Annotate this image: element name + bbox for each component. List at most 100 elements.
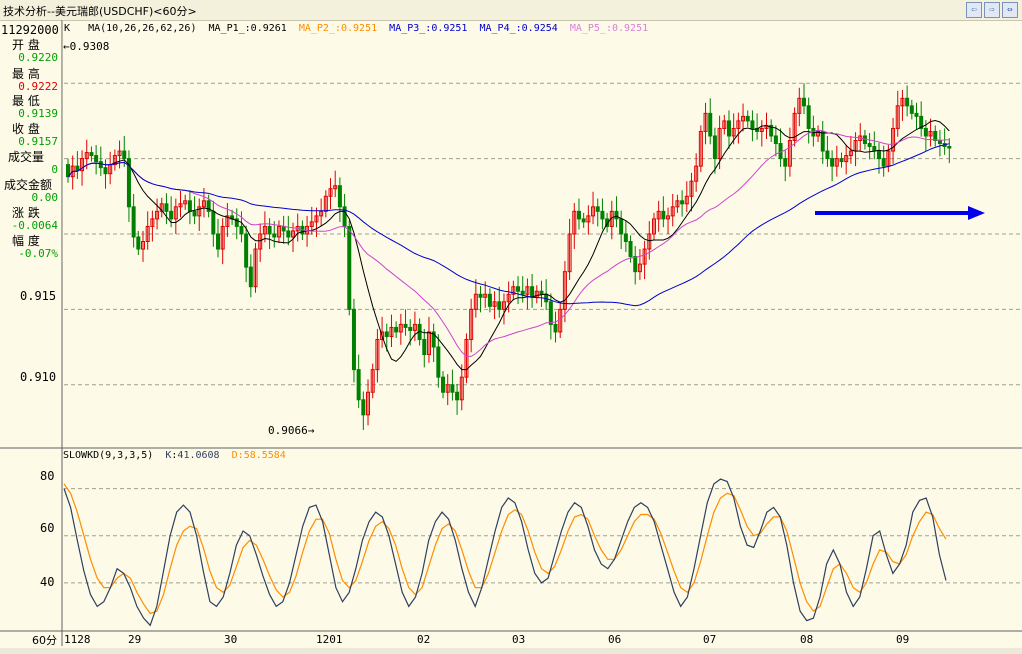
candle-body-46 xyxy=(281,225,286,232)
candle-body-24 xyxy=(178,203,183,208)
kd-d-value: 58.5584 xyxy=(243,450,286,461)
candle-body-77 xyxy=(426,331,431,356)
candle-body-7 xyxy=(98,161,103,169)
status-bar xyxy=(0,648,1022,654)
candle-body-165 xyxy=(839,158,844,163)
candle-body-34 xyxy=(225,215,230,227)
candle-body-139 xyxy=(717,127,722,160)
candle-body-99 xyxy=(530,286,535,298)
candle-body-145 xyxy=(745,115,750,122)
candle-body-8 xyxy=(103,167,108,175)
candle-body-88 xyxy=(478,293,483,298)
candle-body-11 xyxy=(117,150,122,157)
y-tick-0910: 0.910 xyxy=(20,370,57,384)
arrow-head xyxy=(968,206,985,220)
candle-body-114 xyxy=(600,210,605,220)
candle-body-85 xyxy=(464,338,469,378)
x-label-09: 09 xyxy=(896,633,910,646)
candle-body-156 xyxy=(797,97,802,114)
candle-body-44 xyxy=(272,233,277,238)
x-label-08: 08 xyxy=(800,633,814,646)
volume-value: 0 xyxy=(51,163,58,176)
candle-body-157 xyxy=(801,97,806,107)
candle-body-96 xyxy=(516,286,521,292)
low-value: 0.9139 xyxy=(18,107,58,120)
candle-body-58 xyxy=(337,185,342,208)
candle-body-134 xyxy=(694,165,699,182)
candle-body-53 xyxy=(314,215,319,223)
candle-body-123 xyxy=(642,248,647,265)
candle-body-40 xyxy=(253,248,258,288)
candle-body-86 xyxy=(469,308,474,340)
quote-sidebar: 开 盘 0.9220 最 高 0.9222 最 低 0.9139 收 盘 0.9… xyxy=(0,20,63,262)
candle-body-133 xyxy=(689,180,694,197)
ma-p5-name: MA_P5_ xyxy=(569,23,606,34)
candle-body-150 xyxy=(769,124,774,137)
candle-body-68 xyxy=(384,331,389,337)
candle-body-117 xyxy=(614,210,619,220)
back-icon[interactable]: ⇦ xyxy=(966,2,982,18)
kd-tick-40: 40 xyxy=(40,575,55,589)
candle-body-163 xyxy=(830,158,835,167)
candle-body-79 xyxy=(436,346,441,378)
x-label-30: 30 xyxy=(224,633,238,646)
volume-label: 成交量 xyxy=(8,150,45,164)
forward-icon[interactable]: ⇨ xyxy=(984,2,1000,18)
high-value: 0.9222 xyxy=(18,80,58,93)
candle-body-142 xyxy=(731,127,736,137)
candle-body-171 xyxy=(867,143,872,148)
candle-body-25 xyxy=(183,200,188,205)
candle-body-135 xyxy=(698,130,703,167)
candle-body-97 xyxy=(520,290,525,295)
candle-body-30 xyxy=(206,200,211,212)
pct-value: -0.07% xyxy=(18,247,58,260)
candle-body-56 xyxy=(328,188,333,197)
candle-body-183 xyxy=(923,127,928,137)
candle-body-63 xyxy=(361,399,366,416)
candle-body-18 xyxy=(150,218,155,227)
candle-body-130 xyxy=(675,200,680,208)
candle-body-172 xyxy=(872,146,877,152)
candle-body-70 xyxy=(394,326,399,333)
kd-tick-60: 60 xyxy=(40,521,55,535)
candle-body-143 xyxy=(736,120,741,129)
candle-body-17 xyxy=(145,225,150,242)
amount-label: 成交金额 xyxy=(4,178,53,192)
candle-body-62 xyxy=(356,369,361,401)
candle-body-164 xyxy=(834,158,839,167)
ma-p3-value: 0.9251 xyxy=(431,23,468,34)
ma-indicator: MA(10,26,26,62,26) xyxy=(88,23,197,34)
resize-icon[interactable]: ⇔ xyxy=(1002,2,1018,18)
candle-body-4 xyxy=(84,152,89,160)
candle-body-67 xyxy=(380,331,385,340)
candle-body-80 xyxy=(441,376,446,393)
candle-body-94 xyxy=(506,293,511,303)
high-label: 最 高 xyxy=(12,67,40,81)
candle-body-82 xyxy=(450,384,455,393)
candle-body-127 xyxy=(661,210,666,220)
candle-body-101 xyxy=(539,290,544,295)
candle-body-60 xyxy=(347,225,352,310)
main-title: K xyxy=(64,23,71,34)
candle-body-104 xyxy=(553,323,558,333)
candle-body-32 xyxy=(216,233,221,250)
kd-tick-80: 80 xyxy=(40,469,55,483)
main-legend: K MA(10,26,26,62,26) MA_P1_:0.9261 MA_P2… xyxy=(64,23,649,34)
candle-body-179 xyxy=(905,97,910,107)
ma-p2-name: MA_P2_ xyxy=(298,23,335,34)
kd-title: SLOWKD(9,3,3,5) xyxy=(63,450,154,461)
candle-body-126 xyxy=(656,210,661,220)
candle-body-21 xyxy=(164,203,169,212)
candle-body-69 xyxy=(389,326,394,337)
candle-body-10 xyxy=(112,155,117,166)
candle-body-29 xyxy=(201,200,206,208)
candle-body-76 xyxy=(422,338,427,356)
candle-body-28 xyxy=(197,206,202,217)
open-label: 开 盘 xyxy=(12,38,40,52)
candle-body-161 xyxy=(820,130,825,152)
candle-body-73 xyxy=(408,326,413,331)
candle-body-119 xyxy=(623,233,628,243)
candle-body-27 xyxy=(192,210,197,217)
candle-body-45 xyxy=(276,225,281,238)
